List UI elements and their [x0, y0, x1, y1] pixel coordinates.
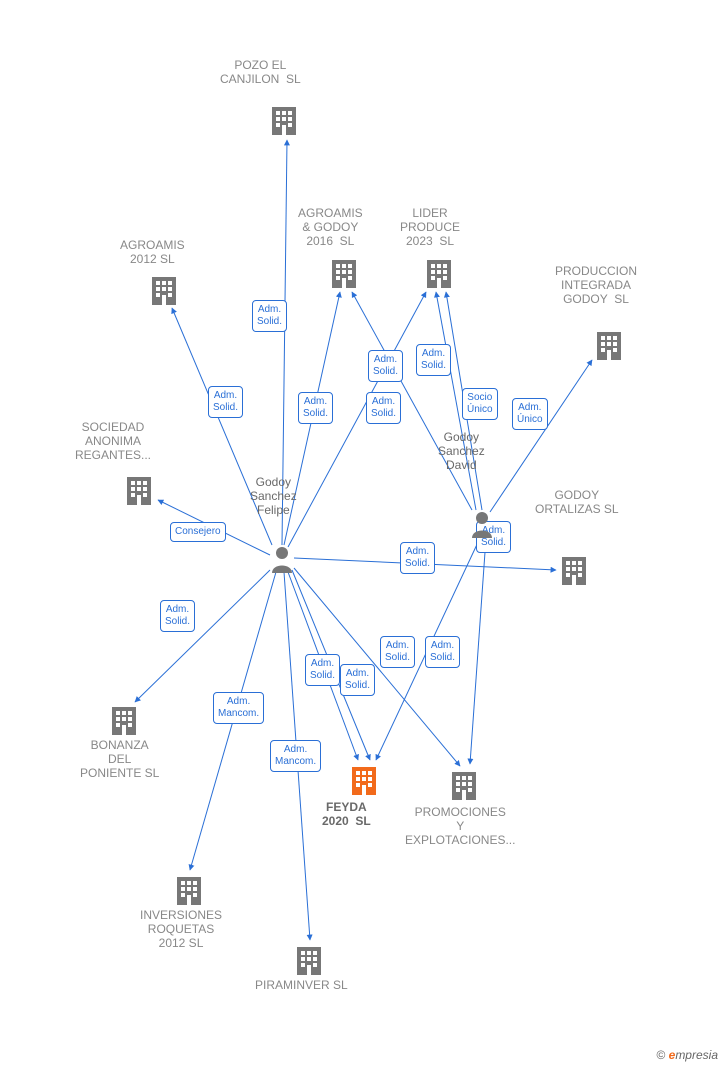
company-label-pozo: POZO EL CANJILON SL — [220, 58, 301, 86]
company-label-piram: PIRAMINVER SL — [255, 978, 348, 992]
company-label-bonanza: BONANZA DEL PONIENTE SL — [80, 738, 159, 780]
copyright-symbol: © — [656, 1048, 665, 1062]
edge-label: Consejero — [170, 522, 226, 542]
company-label-agro2012: AGROAMIS 2012 SL — [120, 238, 185, 266]
company-icon-piram — [295, 945, 323, 975]
person-label-david: Godoy Sanchez David — [438, 430, 485, 472]
company-label-prodint: PRODUCCION INTEGRADA GODOY SL — [555, 264, 637, 306]
company-label-inversion: INVERSIONES ROQUETAS 2012 SL — [140, 908, 222, 950]
edge-label: Adm. Solid. — [160, 600, 195, 632]
edge-label: Adm. Solid. — [366, 392, 401, 424]
person-label-felipe: Godoy Sanchez Felipe — [250, 475, 297, 517]
edge-label: Adm. Solid. — [368, 350, 403, 382]
company-icon-bonanza — [110, 705, 138, 735]
company-label-promo: PROMOCIONES Y EXPLOTACIONES... — [405, 805, 515, 847]
company-icon-agro2016 — [330, 258, 358, 288]
company-icon-inversion — [175, 875, 203, 905]
person-icon-felipe — [270, 545, 294, 573]
company-icon-agro2012 — [150, 275, 178, 305]
company-label-sociedad: SOCIEDAD ANONIMA REGANTES... — [75, 420, 151, 462]
edge-label: Adm. Mancom. — [213, 692, 264, 724]
company-label-feyda: FEYDA 2020 SL — [322, 800, 371, 828]
edge-label: Adm. Solid. — [380, 636, 415, 668]
network-edges — [0, 0, 728, 1070]
company-icon-feyda — [350, 765, 378, 795]
company-icon-lider — [425, 258, 453, 288]
brand-rest: mpresia — [675, 1048, 718, 1062]
company-icon-prodint — [595, 330, 623, 360]
company-label-agro2016: AGROAMIS & GODOY 2016 SL — [298, 206, 363, 248]
edge-label: Adm. Solid. — [400, 542, 435, 574]
edge-line — [470, 538, 486, 764]
edge-label: Adm. Solid. — [252, 300, 287, 332]
company-icon-godoyhort — [560, 555, 588, 585]
edge-label: Adm. Solid. — [416, 344, 451, 376]
edge-label: Adm. Solid. — [340, 664, 375, 696]
edge-line — [135, 570, 270, 702]
company-icon-pozo — [270, 105, 298, 135]
edge-label: Socio Único — [462, 388, 498, 420]
person-icon-david — [470, 510, 494, 538]
company-label-lider: LIDER PRODUCE 2023 SL — [400, 206, 460, 248]
edge-label: Adm. Solid. — [208, 386, 243, 418]
company-icon-promo — [450, 770, 478, 800]
edge-label: Adm. Solid. — [305, 654, 340, 686]
edge-label: Adm. Único — [512, 398, 548, 430]
edge-label: Adm. Mancom. — [270, 740, 321, 772]
company-icon-sociedad — [125, 475, 153, 505]
edge-label: Adm. Solid. — [298, 392, 333, 424]
copyright: © empresia — [656, 1048, 718, 1062]
company-label-godoyhort: GODOY ORTALIZAS SL — [535, 488, 619, 516]
edge-label: Adm. Solid. — [425, 636, 460, 668]
